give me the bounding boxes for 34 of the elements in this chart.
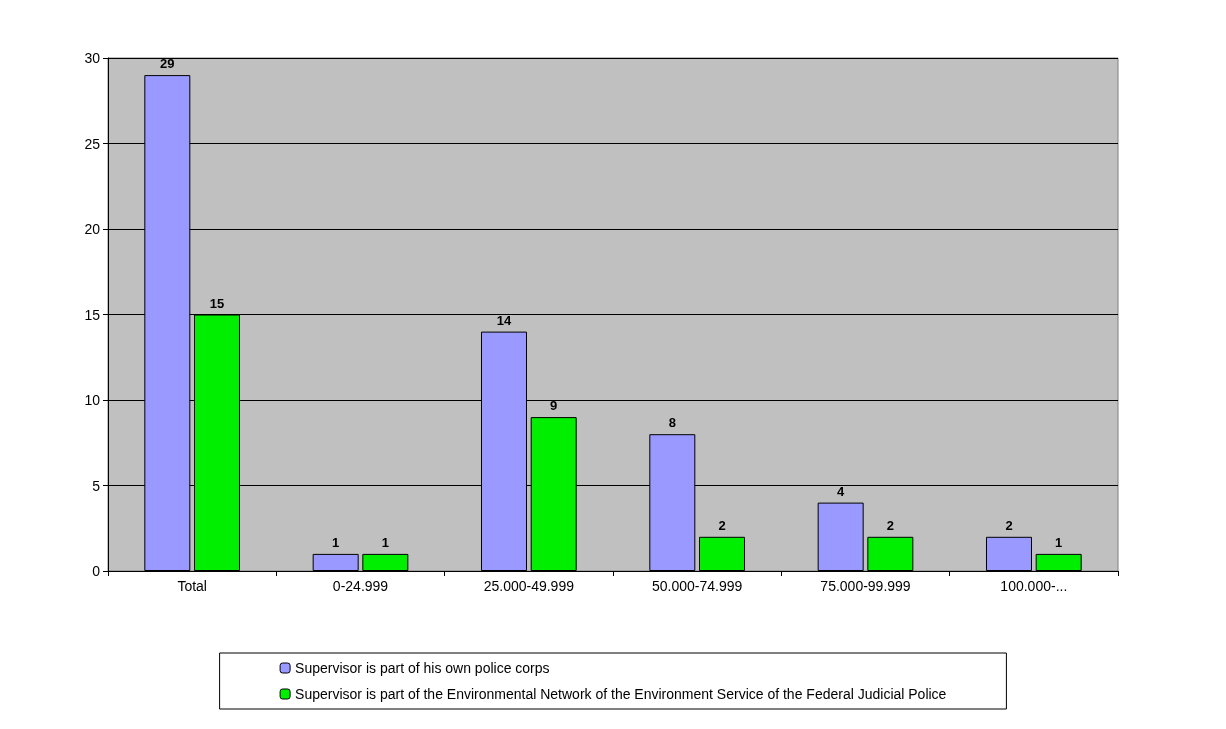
data-label: 29 [160, 56, 175, 72]
x-tick-label: 25.000-49.999 [483, 578, 575, 594]
bar [699, 536, 746, 571]
y-tick-label: 15 [84, 306, 101, 323]
x-tick-label: 100.000-... [1000, 578, 1068, 594]
x-tick-label: 50.000-74.999 [652, 578, 743, 594]
x-tick-label: Total [177, 578, 207, 594]
data-label: 14 [496, 312, 512, 328]
y-tick-label: 20 [84, 221, 101, 237]
data-label: 15 [209, 295, 225, 311]
y-tick-label: 30 [84, 50, 101, 66]
legend-label: Supervisor is part of his own police corps [295, 660, 550, 676]
y-tick-label: 10 [84, 392, 101, 408]
bar [312, 553, 359, 571]
data-label: 9 [550, 398, 558, 414]
bar [1035, 553, 1082, 571]
legend-label: Supervisor is part of the Environmental Network of the Environment Service of the Federal Judicial Police [295, 686, 947, 702]
y-tick-label: 0 [92, 563, 101, 579]
data-label: 1 [332, 534, 340, 550]
data-label: 8 [668, 415, 676, 431]
data-label: 2 [886, 517, 894, 533]
bar [867, 536, 914, 571]
bar [362, 553, 409, 571]
data-label: 4 [837, 483, 846, 499]
data-label: 1 [1055, 534, 1063, 550]
y-tick-label: 25 [84, 135, 101, 152]
y-tick-label: 5 [92, 477, 101, 494]
bar [817, 502, 864, 571]
x-tick-label: 75.000-99.999 [820, 578, 911, 594]
bar [985, 536, 1032, 571]
x-tick-label: 0-24.999 [332, 578, 389, 594]
data-label: 2 [718, 517, 726, 533]
data-label: 2 [1005, 517, 1013, 533]
data-label: 1 [381, 534, 389, 550]
